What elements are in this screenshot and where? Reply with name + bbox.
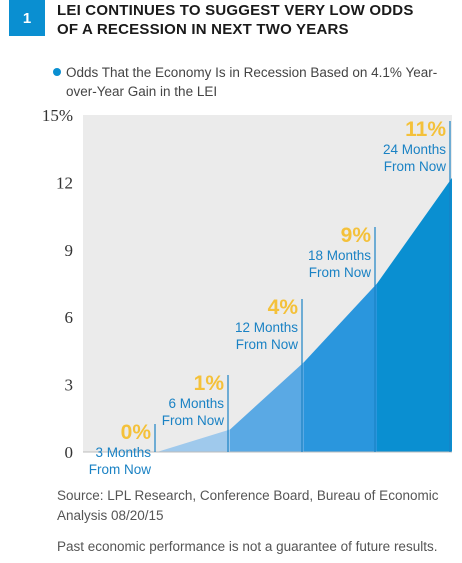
area-segment-3: [304, 283, 377, 452]
legend-series-label: Odds That the Economy Is in Recession Ba…: [66, 65, 438, 99]
disclaimer-note: Past economic performance is not a guara…: [57, 539, 438, 554]
annotation-caption-line1: 6 Months: [168, 396, 224, 411]
chart-title: LEI CONTINUES TO SUGGEST VERY LOW ODDS O…: [57, 2, 414, 38]
annotation-caption-line1: 3 Months: [95, 445, 151, 460]
annotation-caption-line2: From Now: [162, 413, 225, 428]
annotation-value-label: 0%: [121, 421, 152, 444]
annotation-value-label: 11%: [405, 118, 446, 141]
annotation-value-label: 1%: [194, 372, 225, 395]
annotation-caption-line1: 24 Months: [383, 142, 446, 157]
annotation-caption-line2: From Now: [384, 159, 447, 174]
area-segment-2: [230, 362, 304, 452]
area-segment-1: [157, 429, 230, 452]
area-chart: 0 3 6 9 12 15% 0%3 Months From Now 1%6 Months Fro…: [42, 106, 452, 477]
annotation-value-label: 4%: [268, 296, 299, 319]
y-tick-label: 12: [56, 173, 73, 192]
annotation-caption-line1: 12 Months: [235, 320, 298, 335]
y-tick-label: 3: [65, 376, 74, 395]
legend-marker-dot: [53, 68, 61, 76]
area-segment-4: [377, 177, 452, 452]
y-tick-label: 9: [65, 241, 74, 260]
legend: Odds That the Economy Is in Recession Ba…: [53, 63, 456, 101]
y-tick-label: 15%: [42, 106, 73, 125]
annotation-caption-line1: 18 Months: [308, 248, 371, 263]
annotation-caption-line2: From Now: [236, 337, 299, 352]
annotation-value-label: 9%: [341, 224, 372, 247]
source-note: Source: LPL Research, Conference Board, …: [57, 488, 439, 523]
y-tick-label: 0: [65, 443, 74, 462]
annotation-caption-line2: From Now: [309, 265, 372, 280]
figure-number-badge: 1: [9, 0, 45, 36]
annotation-caption-line2: From Now: [89, 462, 152, 477]
y-tick-label: 6: [65, 308, 74, 327]
